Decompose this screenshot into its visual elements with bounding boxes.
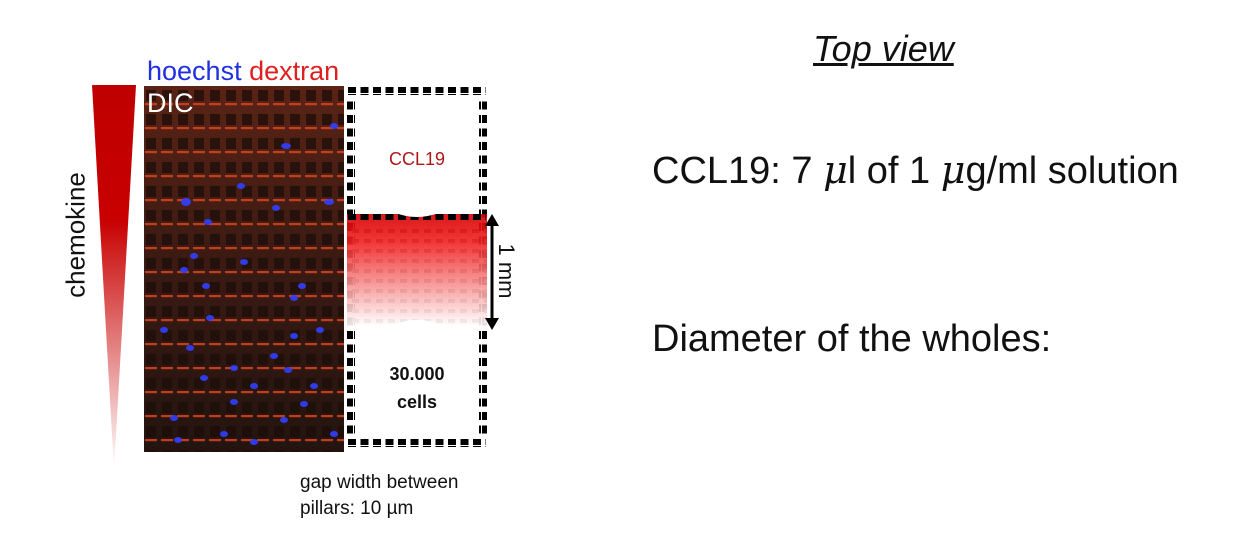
legend-dextran: dextran: [249, 56, 340, 86]
gap-note-line1: gap width between: [300, 472, 459, 493]
gap-note-line2: pillars: 10 µm: [300, 498, 414, 519]
diameter-text: Diameter of the wholes:: [652, 318, 1052, 360]
device-schematic: [347, 87, 487, 447]
ccl19-well: [359, 101, 475, 217]
stain-legend: hoechst dextran: [147, 56, 339, 86]
microscopy-image: [144, 86, 344, 452]
chemokine-label: chemokine: [60, 172, 91, 298]
gap-width-note: gap width between pillars: 10 µm: [300, 470, 458, 522]
ccl19-well-label: CCL19: [388, 149, 446, 169]
cell-well-unit: cells: [396, 392, 438, 412]
chemokine-gradient-wedge: [92, 85, 136, 470]
cell-well-count: 30.000: [389, 364, 445, 384]
scale-label: 1 mm: [494, 243, 519, 299]
ccl19-concentration-text: CCL19: 7 μl of 1 μg/ml solution: [652, 148, 1179, 192]
legend-hoechst: hoechst: [147, 56, 242, 86]
top-view-title: Top view: [813, 28, 954, 69]
legend-dic: DIC: [147, 88, 194, 118]
cell-well: [359, 320, 475, 436]
scale-arrow: [485, 214, 499, 330]
